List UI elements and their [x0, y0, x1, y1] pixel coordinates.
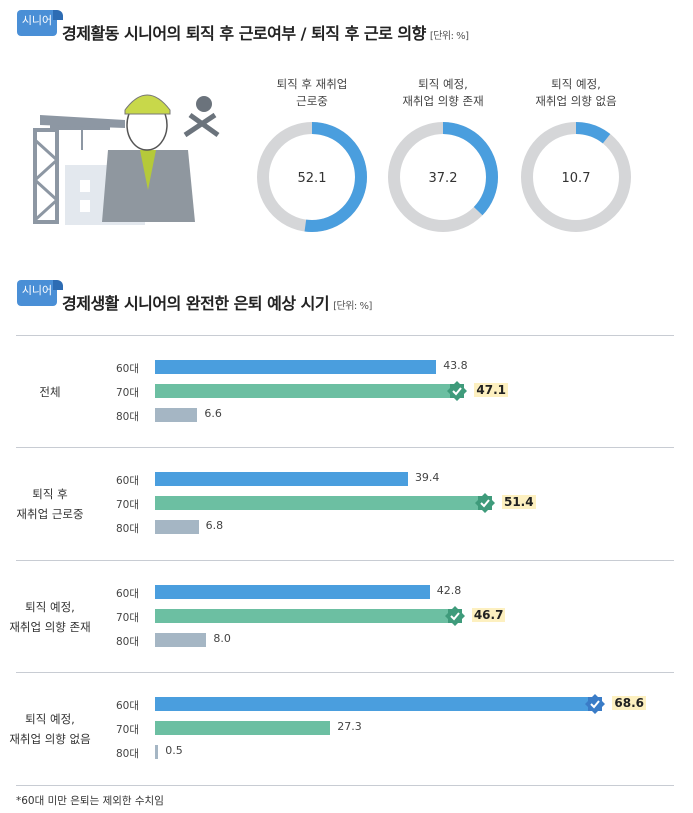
bar-value: 51.4 [501, 495, 536, 509]
divider [16, 335, 674, 336]
bar-70대 [155, 721, 331, 735]
bar-value: 46.7 [471, 608, 506, 622]
age-label: 70대 [116, 387, 140, 399]
donut-charts: 52.1 37.2 10.7 [257, 122, 631, 232]
bar-60대 [155, 697, 596, 711]
bar-70대 [155, 384, 458, 398]
donut-label-line: 퇴직 예정, [418, 77, 468, 91]
unit-label: [단위: %] [429, 31, 469, 42]
donut-value: 10.7 [562, 171, 591, 186]
group-label-line: 재취업 의향 없음 [9, 732, 91, 746]
donut-label-line: 퇴직 예정, [551, 77, 601, 91]
donut-label-line: 근로중 [296, 94, 328, 108]
donut-label-line: 퇴직 후 재취업 [276, 77, 348, 91]
section-tag: 시니어 [17, 10, 63, 36]
group-label: 퇴직 예정, 재취업 의향 없음 [0, 709, 100, 749]
bar-80대 [155, 408, 198, 422]
unit-label: [단위: %] [333, 301, 372, 312]
donut-value: 52.1 [298, 171, 327, 186]
bar-value: 42.8 [436, 584, 462, 597]
age-label: 80대 [116, 411, 140, 423]
check-badge-icon [585, 694, 606, 714]
donut-slice [388, 122, 498, 232]
bar-80대 [155, 633, 207, 647]
group-label-line: 재취업 근로중 [16, 507, 84, 521]
bar-value: 6.8 [205, 519, 224, 532]
bar-value: 68.6 [612, 696, 647, 710]
bar-value: 8.0 [213, 632, 231, 645]
bar-value: 47.1 [474, 383, 508, 397]
bar-value: 27.3 [337, 720, 362, 733]
bar-value: 0.5 [165, 744, 183, 757]
donut-label: 퇴직 예정, 재취업 의향 존재 [378, 76, 508, 110]
age-label: 70대 [116, 499, 140, 511]
bar-value: 43.8 [443, 359, 468, 372]
check-badge-icon [447, 381, 468, 401]
check-badge-icon [444, 606, 465, 626]
age-label: 80대 [116, 523, 140, 535]
divider [16, 785, 674, 786]
footnote: *60대 미만 은퇴는 제외한 수치임 [16, 795, 164, 807]
age-label: 70대 [116, 724, 140, 736]
title-text: 경제활동 시니어의 퇴직 후 근로여부 / 퇴직 후 근로 의향 [62, 24, 426, 43]
age-label: 70대 [116, 612, 140, 624]
age-label: 80대 [116, 636, 140, 648]
bar-60대 [155, 360, 437, 374]
bar-60대 [155, 472, 408, 486]
bar-value: 39.4 [414, 471, 440, 484]
bar-60대 [155, 585, 430, 599]
bar-70대 [155, 496, 485, 510]
age-label: 80대 [116, 748, 140, 760]
bar-80대 [155, 745, 159, 759]
donut-label-line: 재취업 의향 없음 [535, 94, 617, 108]
worker-illustration [32, 94, 220, 225]
divider [16, 447, 674, 448]
bar-value: 6.6 [204, 407, 222, 420]
age-label: 60대 [116, 475, 140, 487]
group-label-line: 전체 [39, 385, 61, 399]
age-label: 60대 [116, 363, 140, 375]
group-label-line: 재취업 의향 존재 [9, 620, 91, 634]
check-badge-icon [474, 493, 495, 513]
donut-label: 퇴직 예정, 재취업 의향 없음 [511, 76, 641, 110]
donut-label-line: 재취업 의향 존재 [402, 94, 484, 108]
bar-70대 [155, 609, 455, 623]
divider [16, 560, 674, 561]
group-label-line: 퇴직 예정, [25, 712, 75, 726]
title-text: 경제생활 시니어의 완전한 은퇴 예상 시기 [62, 294, 330, 313]
donut-slice [521, 122, 631, 232]
divider [16, 672, 674, 673]
donut-slice [257, 122, 367, 232]
age-label: 60대 [116, 588, 140, 600]
age-label: 60대 [116, 700, 140, 712]
donut-value: 37.2 [429, 171, 458, 186]
section-title: 경제생활 시니어의 완전한 은퇴 예상 시기 [단위: %] [62, 290, 372, 314]
section-tag: 시니어 [17, 280, 63, 306]
bar-80대 [155, 520, 199, 534]
group-label-line: 퇴직 예정, [25, 600, 75, 614]
group-label-line: 퇴직 후 [32, 487, 68, 501]
section-title: 경제활동 시니어의 퇴직 후 근로여부 / 퇴직 후 근로 의향 [단위: %] [62, 20, 469, 44]
group-label: 전체 [0, 382, 100, 402]
group-label: 퇴직 예정, 재취업 의향 존재 [0, 597, 100, 637]
